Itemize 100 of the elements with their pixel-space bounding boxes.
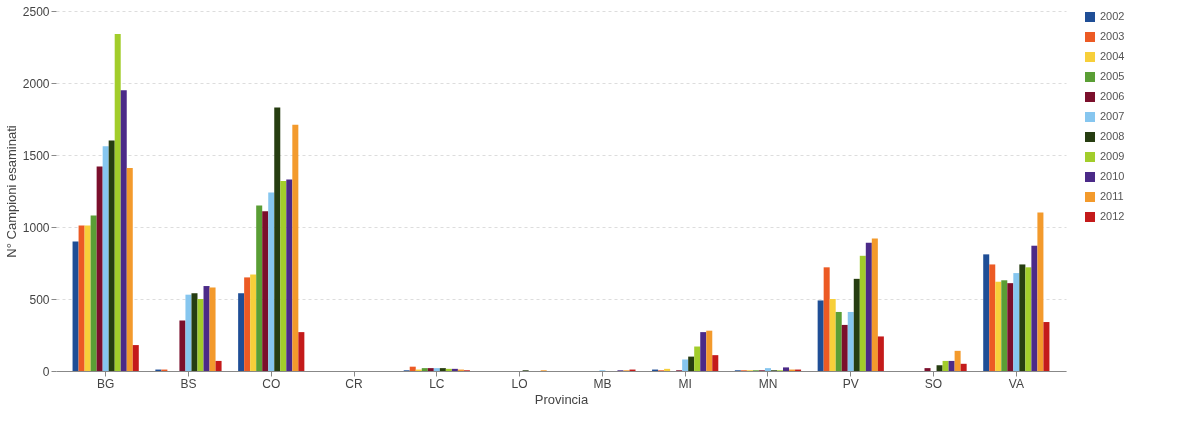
bar [78,225,85,371]
bar [688,356,695,371]
bar [1037,212,1044,371]
bar [114,34,121,371]
bar [286,179,293,371]
legend-label: 2003 [1100,30,1125,42]
bar [954,350,961,371]
bar [1025,267,1032,371]
legend-label: 2011 [1100,190,1124,202]
bar [936,365,943,371]
bar [847,311,854,371]
bar [823,267,830,371]
y-tick-label: 1000 [22,220,50,235]
x-tick-label: BG [97,376,115,391]
bar [1007,283,1014,371]
bar [185,294,192,371]
x-tick-label: BS [180,376,197,391]
bar [783,367,790,371]
bar [84,225,91,371]
bar [835,311,842,371]
bar [451,368,458,371]
bar [244,277,251,371]
bar [262,211,269,371]
x-tick-label: LC [429,376,445,391]
bar [1031,245,1038,371]
bar [664,368,671,371]
bar [209,287,216,371]
bar [1019,264,1026,371]
bar [132,345,139,371]
legend-label: 2012 [1100,210,1125,222]
bar [197,299,204,371]
x-tick-label: PV [842,376,859,391]
bar [700,332,707,371]
bar [191,293,198,371]
bar [256,205,263,371]
legend-label: 2002 [1100,10,1125,22]
bar [102,146,109,371]
x-tick-label: CR [345,376,364,391]
bar [292,124,299,371]
legend-label: 2005 [1100,70,1125,82]
x-tick-label: MB [593,376,612,391]
bar [764,368,771,371]
bar [215,360,222,371]
bar [829,299,836,371]
x-tick-label: MN [758,376,778,391]
x-tick-label: LO [511,376,528,391]
y-axis-title: N° Campioni esaminati [3,125,19,258]
bar [445,368,452,371]
y-tick-label: 1500 [22,148,50,163]
y-tick-label: 2000 [22,76,50,91]
bar [817,300,824,371]
legend-label: 2007 [1100,110,1125,122]
x-tick-label: MI [678,376,692,391]
bar [126,167,133,371]
y-tick-label: 2500 [22,4,50,19]
legend-label: 2010 [1100,170,1125,182]
bar [948,360,955,371]
bar [439,368,446,371]
bar [682,359,689,371]
bar [853,278,860,371]
bar [280,180,287,371]
bar [877,336,884,371]
bar [960,363,967,371]
bar [859,255,866,371]
bar [983,254,990,371]
y-tick-label: 500 [29,292,50,307]
bar [924,368,931,371]
x-tick-label: CO [262,376,281,391]
bar [989,264,996,371]
bar [995,281,1002,371]
bar [250,274,257,371]
bar [268,192,275,371]
bar [694,346,701,371]
x-tick-label: VA [1008,376,1024,391]
bar [203,286,210,371]
bar [409,366,416,371]
bar [108,140,115,371]
bar [871,238,878,371]
x-axis-title: Provincia [534,391,589,407]
bar [942,360,949,371]
bar [298,332,305,371]
legend-label: 2008 [1100,130,1125,142]
bar [421,368,428,371]
bar [427,368,434,371]
y-tick-label: 0 [42,364,50,379]
legend-label: 2006 [1100,90,1125,102]
bar [238,293,245,371]
bar [120,90,127,371]
legend-label: 2004 [1100,50,1125,62]
legend-label: 2009 [1100,150,1125,162]
bar [179,320,186,371]
bar [96,166,103,371]
bar [1013,273,1020,371]
bar [712,355,719,371]
bar [90,215,97,371]
bar [706,330,713,371]
bar [865,242,872,371]
bar [1001,280,1008,371]
x-tick-label: SO [924,376,943,391]
bar [841,324,848,371]
